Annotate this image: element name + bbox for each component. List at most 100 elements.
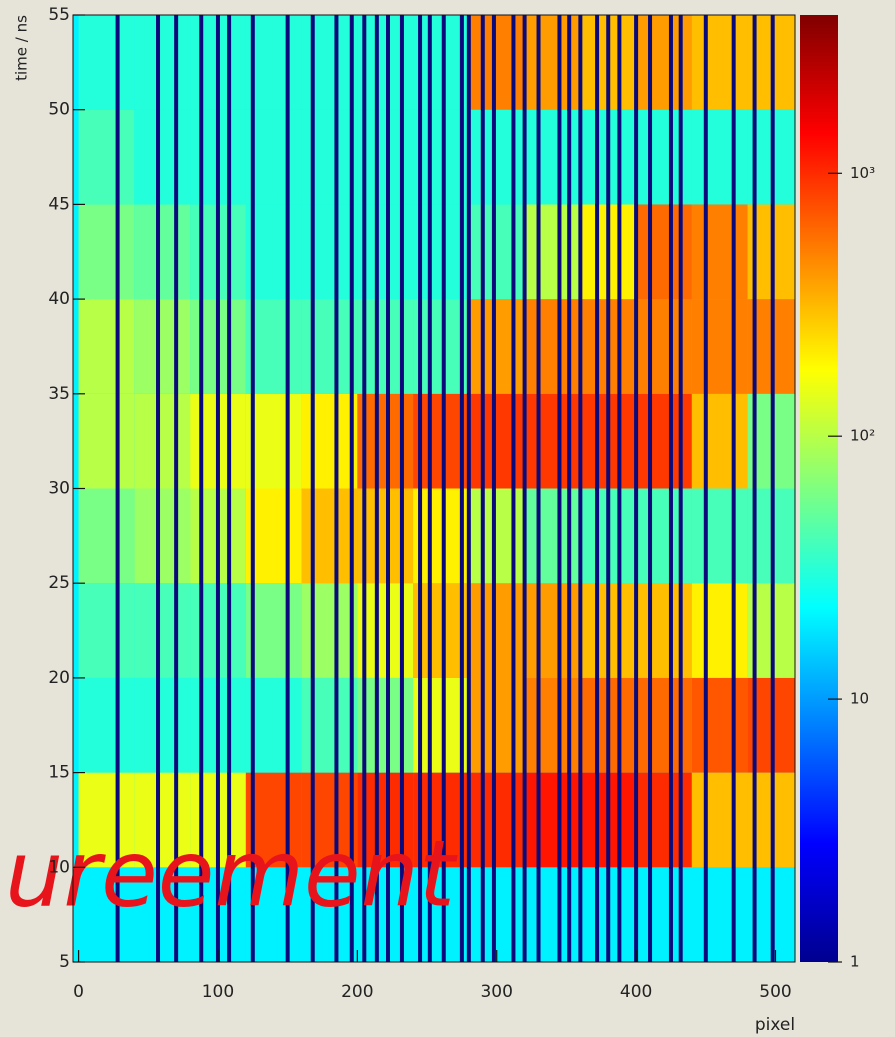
heatmap-cell bbox=[636, 677, 692, 773]
annotation: ureement bbox=[5, 820, 458, 927]
masked-pixel bbox=[606, 15, 611, 962]
heatmap-cell bbox=[524, 488, 581, 584]
x-axis-label: pixel bbox=[755, 1015, 795, 1035]
masked-pixel bbox=[459, 15, 464, 962]
masked-pixel bbox=[349, 15, 354, 962]
heatmap-cell bbox=[78, 299, 135, 394]
plot-area bbox=[73, 15, 795, 962]
heatmap-cell bbox=[413, 488, 469, 584]
colorbar bbox=[800, 15, 838, 962]
heatmap-cell bbox=[78, 867, 135, 962]
heatmap-cell bbox=[524, 109, 581, 205]
heatmap-cell bbox=[636, 299, 692, 394]
heatmap-cell bbox=[468, 15, 525, 110]
heatmap-cell bbox=[691, 393, 748, 489]
masked-pixel bbox=[668, 15, 673, 962]
heatmap-cell bbox=[413, 204, 469, 300]
masked-pixel bbox=[731, 15, 736, 962]
masked-pixel bbox=[156, 15, 161, 962]
heatmap-cell bbox=[78, 677, 135, 773]
y-tick-label: 45 bbox=[48, 194, 70, 214]
masked-pixel bbox=[617, 15, 622, 962]
y-tick-label: 25 bbox=[48, 573, 70, 593]
heatmap-cell bbox=[468, 677, 525, 773]
x-tick-label: 400 bbox=[620, 982, 652, 1002]
masked-pixel bbox=[115, 15, 120, 962]
heatmap-cell bbox=[468, 772, 525, 868]
heatmap-cell bbox=[636, 867, 692, 962]
heatmap-cell bbox=[468, 109, 525, 205]
heatmap-cell bbox=[301, 393, 358, 489]
masked-pixel bbox=[770, 15, 775, 962]
y-tick-label: 50 bbox=[48, 100, 70, 120]
masked-pixel bbox=[386, 15, 391, 962]
heatmap-cell bbox=[468, 867, 525, 962]
colorbar-tick-label: 10² bbox=[850, 427, 875, 445]
heatmap-cell bbox=[245, 299, 302, 394]
heatmap-cell bbox=[413, 299, 469, 394]
heatmap-cell bbox=[78, 583, 135, 678]
heatmap-cell bbox=[134, 583, 191, 678]
masked-pixel bbox=[491, 15, 496, 962]
x-tick-label: 200 bbox=[341, 982, 373, 1002]
masked-pixel bbox=[557, 15, 562, 962]
heatmap-cell bbox=[134, 867, 191, 962]
heatmap-cell bbox=[691, 15, 748, 110]
heatmap-cell bbox=[301, 204, 358, 300]
heatmap-cell bbox=[468, 204, 525, 300]
masked-pixel bbox=[199, 15, 204, 962]
heatmap-cell bbox=[134, 772, 191, 868]
heatmap-cell bbox=[245, 867, 302, 962]
heatmap-cell bbox=[134, 204, 191, 300]
masked-pixel bbox=[595, 15, 600, 962]
heatmap-cell bbox=[524, 867, 581, 962]
heatmap-cell bbox=[245, 109, 302, 205]
masked-pixel bbox=[215, 15, 220, 962]
y-tick-label: 30 bbox=[48, 479, 70, 499]
masked-pixel bbox=[678, 15, 683, 962]
masked-pixel bbox=[250, 15, 255, 962]
heatmap-cell bbox=[134, 393, 191, 489]
heatmap-cell bbox=[134, 299, 191, 394]
heatmap-cell bbox=[691, 677, 748, 773]
colorbar-tick-label: 10 bbox=[850, 690, 869, 708]
heatmap-cell bbox=[413, 677, 469, 773]
heatmap-cell bbox=[78, 772, 135, 868]
heatmap-cell bbox=[636, 488, 692, 584]
heatmap-cell bbox=[524, 677, 581, 773]
y-tick-label: 55 bbox=[48, 5, 70, 25]
heatmap-cell bbox=[524, 583, 581, 678]
heatmap-cell bbox=[636, 109, 692, 205]
masked-pixel bbox=[399, 15, 404, 962]
heatmap-cell bbox=[301, 583, 358, 678]
y-tick-label: 15 bbox=[48, 763, 70, 783]
heatmap-cell bbox=[636, 204, 692, 300]
heatmap-cell bbox=[691, 867, 748, 962]
heatmap-cell bbox=[134, 109, 191, 205]
heatmap-cell bbox=[691, 772, 748, 868]
heatmap-cell bbox=[524, 15, 581, 110]
x-tick-label: 500 bbox=[759, 982, 791, 1002]
masked-pixel bbox=[634, 15, 639, 962]
heatmap-cell bbox=[245, 393, 302, 489]
heatmap-cell bbox=[413, 15, 469, 110]
heatmap-cell bbox=[301, 109, 358, 205]
masked-pixel bbox=[511, 15, 516, 962]
heatmap-cell bbox=[691, 583, 748, 678]
masked-pixel bbox=[418, 15, 423, 962]
y-axis-label: time / ns bbox=[13, 15, 31, 81]
y-tick-label: 40 bbox=[48, 289, 70, 309]
heatmap-cell bbox=[301, 677, 358, 773]
masked-pixel bbox=[374, 15, 379, 962]
heatmap-cell bbox=[468, 299, 525, 394]
masked-pixel bbox=[227, 15, 232, 962]
masked-pixel bbox=[648, 15, 653, 962]
y-tick-label: 35 bbox=[48, 384, 70, 404]
masked-pixel bbox=[752, 15, 757, 962]
masked-pixel bbox=[362, 15, 367, 962]
heatmap-cell bbox=[636, 772, 692, 868]
masked-pixel bbox=[703, 15, 708, 962]
heatmap-cell bbox=[691, 204, 748, 300]
y-tick-label: 10 bbox=[48, 857, 70, 877]
colorbar-tick-label: 10³ bbox=[850, 164, 875, 182]
